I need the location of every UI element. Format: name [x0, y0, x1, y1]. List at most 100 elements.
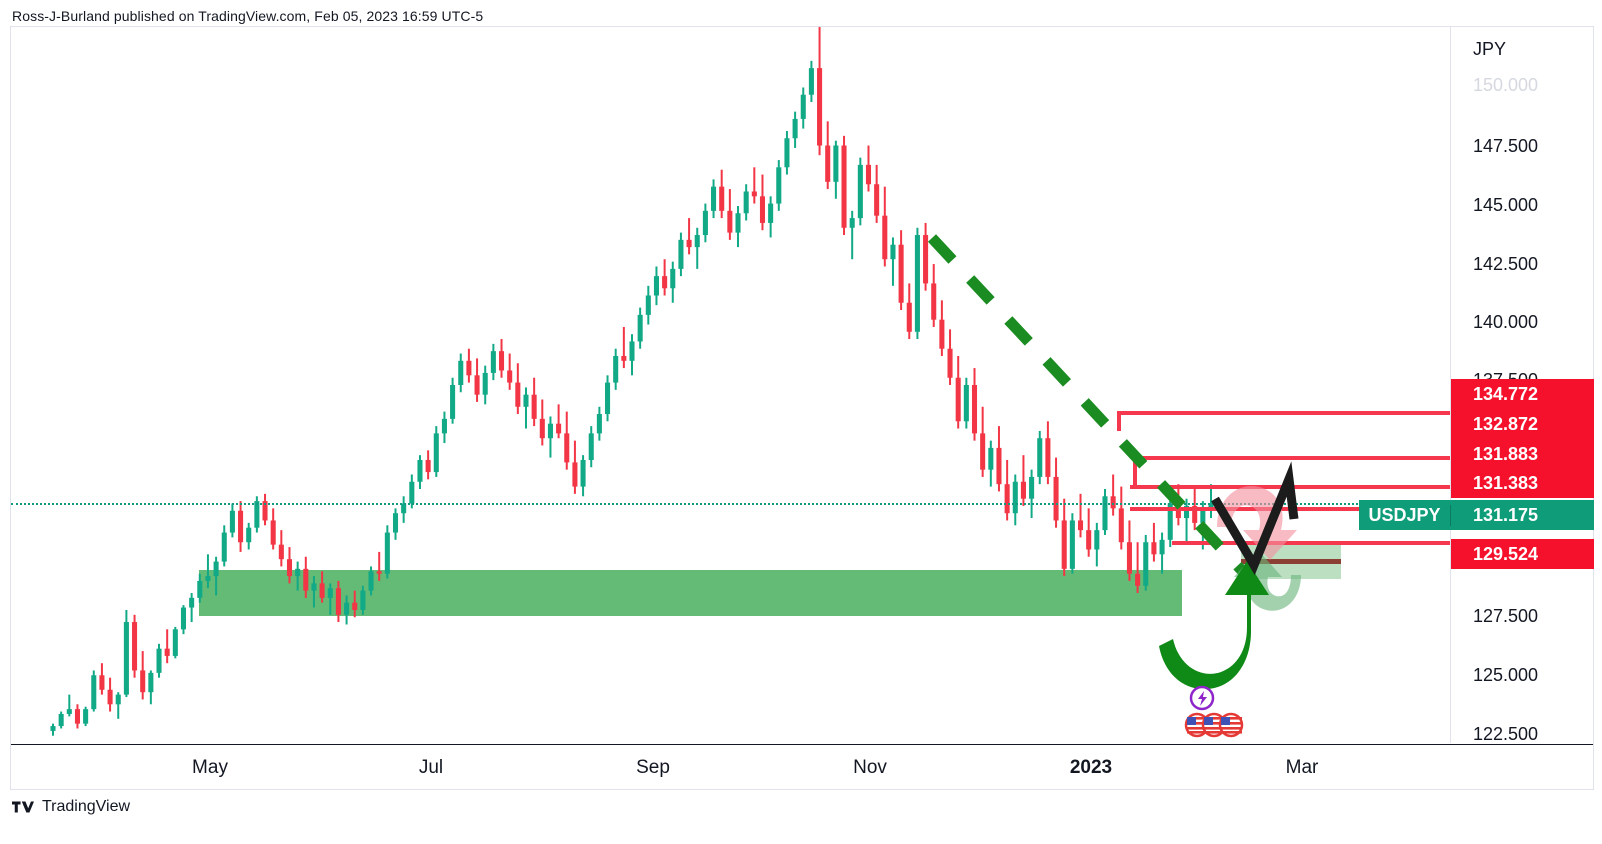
- price-alert-tag[interactable]: 132.872: [1451, 409, 1594, 439]
- candle-body: [1151, 542, 1157, 555]
- candle-wick: [1136, 542, 1139, 594]
- candle-body: [572, 462, 578, 487]
- candle-body: [384, 532, 390, 574]
- candle-wick: [378, 551, 381, 581]
- us-flag-icon[interactable]: [1201, 712, 1227, 738]
- price-alert-tag[interactable]: 129.524: [1451, 539, 1594, 569]
- candle-body: [91, 675, 97, 710]
- candle-body: [433, 433, 439, 473]
- candle-body: [1004, 484, 1010, 514]
- candle-body: [286, 559, 293, 577]
- candle-body: [556, 423, 562, 434]
- candle-body: [784, 138, 790, 168]
- candle-body: [238, 510, 244, 543]
- candle-wick: [312, 576, 315, 608]
- resistance-line-131883[interactable]: [1133, 456, 1450, 460]
- current-price-dotted-line: [11, 503, 1450, 505]
- candle-body: [637, 314, 643, 342]
- candle-body: [1020, 481, 1026, 499]
- time-tick-label: Jul: [418, 757, 444, 778]
- candle-body: [531, 394, 537, 419]
- candle-body: [270, 520, 276, 545]
- candle-body: [931, 283, 937, 320]
- support-line-129524[interactable]: [1172, 541, 1450, 545]
- candle-body: [1102, 496, 1108, 531]
- candle-body: [352, 602, 358, 610]
- candle-body: [498, 351, 505, 371]
- candle-body: [213, 561, 219, 577]
- price-alert-tag[interactable]: 131.383: [1451, 468, 1594, 498]
- candle-body: [711, 186, 717, 211]
- candle-body: [662, 276, 668, 289]
- candle-body: [515, 382, 521, 407]
- candle-body: [539, 418, 545, 439]
- candle-wick: [206, 554, 209, 589]
- candle-body: [148, 672, 154, 693]
- current-price-tag[interactable]: USDJPY 131.175: [1359, 500, 1594, 530]
- candle-body: [613, 355, 619, 383]
- candle-body: [99, 675, 105, 690]
- candle-body: [1086, 530, 1092, 550]
- candle-body: [1159, 539, 1165, 555]
- candle-body: [670, 268, 676, 289]
- time-tick-label: 2023: [1069, 757, 1113, 778]
- candle-body: [490, 351, 496, 373]
- candle-body: [588, 433, 594, 460]
- candle-body: [66, 709, 72, 714]
- candle-body: [923, 235, 929, 284]
- candle-body: [107, 689, 113, 705]
- candle-body: [1110, 496, 1116, 509]
- candle-body: [857, 164, 863, 219]
- price-tick-label: 140.000: [1473, 312, 1539, 332]
- candle-body: [368, 571, 374, 591]
- candle-body: [605, 382, 611, 415]
- candle-wick: [524, 387, 527, 429]
- candle-body: [205, 576, 211, 581]
- price-alert-tag[interactable]: 131.883: [1451, 439, 1594, 469]
- candle-body: [882, 215, 888, 260]
- candle-wick: [688, 218, 691, 255]
- candle-body: [278, 544, 284, 560]
- candle-body: [344, 602, 350, 615]
- green-bullish-arrow[interactable]: [1159, 561, 1269, 690]
- time-axis[interactable]: May Jul Sep Nov 2023 Mar: [11, 744, 1593, 789]
- entry-midline[interactable]: [1241, 559, 1341, 564]
- candle-body: [694, 235, 700, 248]
- candle-body: [221, 532, 227, 562]
- candle-body: [1200, 508, 1206, 523]
- event-marker-layer[interactable]: [11, 27, 1450, 743]
- candle-body: [254, 501, 260, 528]
- candle-body: [319, 583, 325, 598]
- time-tick-label: Sep: [636, 757, 670, 778]
- candle-body: [466, 360, 472, 376]
- candle-body: [719, 186, 725, 211]
- candle-body: [792, 118, 798, 139]
- resistance-line-132872[interactable]: [1117, 411, 1450, 415]
- price-axis[interactable]: JPY 150.000 147.500 145.000 142.500 140.000 1…: [1359, 27, 1594, 743]
- candle-body: [971, 385, 978, 434]
- candle-wick: [166, 629, 169, 664]
- price-axis-currency: JPY: [1473, 39, 1507, 59]
- candle-body: [115, 694, 121, 705]
- dashed-trendline[interactable]: [927, 234, 1251, 579]
- tradingview-branding: TradingView: [12, 798, 130, 816]
- candle-body: [564, 433, 570, 463]
- candle-body: [596, 414, 602, 434]
- tradingview-logo-icon: [12, 801, 34, 813]
- candle-body: [580, 459, 586, 487]
- chart-plot-area[interactable]: [11, 27, 1450, 743]
- projection-path[interactable]: [1211, 461, 1299, 576]
- annotation-layer: [927, 234, 1301, 690]
- time-tick-label: Mar: [1285, 757, 1319, 778]
- candle-body: [914, 235, 920, 332]
- candle-wick: [891, 237, 894, 286]
- price-alert-tag[interactable]: 134.772: [1451, 379, 1594, 409]
- us-flag-icon[interactable]: [1218, 712, 1244, 738]
- price-tick-label: 145.000: [1473, 195, 1539, 215]
- candle-body: [50, 726, 56, 731]
- candle-body: [1029, 476, 1035, 499]
- price-tick-label: 150.000: [1473, 75, 1539, 95]
- tradingview-label: TradingView: [42, 798, 131, 815]
- lightning-bolt-icon[interactable]: [1189, 685, 1215, 711]
